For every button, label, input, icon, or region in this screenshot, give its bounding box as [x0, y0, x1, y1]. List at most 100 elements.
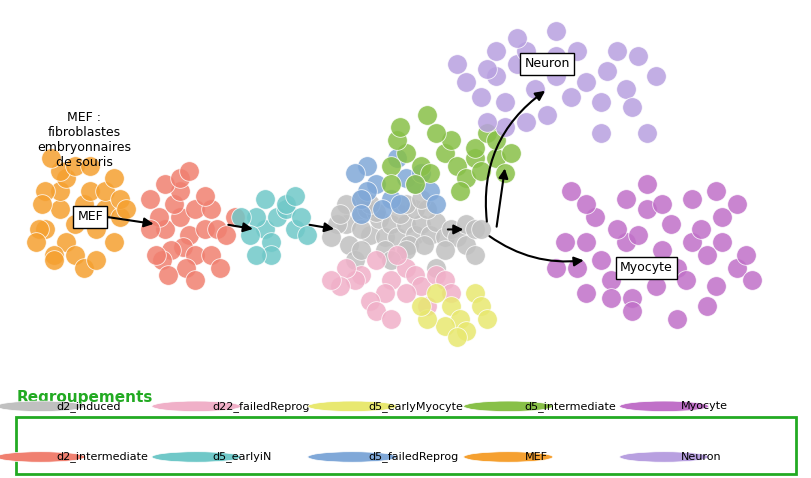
Point: [182, 231, 195, 239]
Point: [399, 220, 412, 228]
Point: [78, 264, 91, 272]
Point: [114, 213, 127, 220]
Point: [288, 193, 301, 200]
Point: [360, 187, 373, 195]
Point: [549, 27, 562, 34]
Point: [249, 251, 262, 259]
Point: [369, 208, 382, 216]
Text: d5_earlyiN: d5_earlyiN: [212, 452, 272, 462]
Point: [504, 149, 517, 157]
Text: Myocyte: Myocyte: [620, 261, 672, 274]
Circle shape: [307, 452, 397, 462]
Point: [444, 289, 457, 297]
Point: [144, 195, 157, 203]
Point: [369, 307, 382, 315]
Point: [450, 233, 463, 241]
Point: [663, 220, 676, 228]
Point: [603, 294, 616, 302]
Point: [219, 231, 232, 239]
Point: [429, 289, 442, 297]
Point: [249, 213, 262, 220]
Point: [414, 302, 427, 310]
Point: [429, 129, 442, 136]
Point: [159, 226, 172, 233]
Point: [453, 315, 466, 323]
Point: [333, 282, 346, 289]
Point: [242, 231, 255, 239]
Point: [84, 162, 97, 170]
Point: [168, 200, 181, 208]
Point: [474, 93, 487, 101]
Point: [480, 65, 493, 73]
Point: [339, 264, 352, 272]
Point: [549, 264, 562, 272]
Point: [414, 195, 427, 203]
Point: [624, 103, 637, 111]
Point: [324, 277, 337, 284]
Point: [618, 86, 631, 93]
Point: [228, 213, 241, 220]
Point: [114, 195, 127, 203]
Point: [564, 187, 577, 195]
Point: [459, 241, 472, 249]
Point: [729, 200, 742, 208]
Circle shape: [463, 452, 552, 462]
Point: [369, 180, 382, 187]
Circle shape: [619, 452, 708, 462]
Point: [429, 218, 442, 226]
Point: [399, 264, 412, 272]
Point: [564, 93, 577, 101]
Point: [468, 289, 481, 297]
Point: [279, 200, 292, 208]
Point: [354, 210, 367, 218]
Point: [36, 200, 49, 208]
Point: [519, 47, 532, 55]
Point: [669, 315, 682, 323]
Circle shape: [0, 452, 85, 462]
Point: [438, 323, 451, 330]
Point: [378, 233, 391, 241]
Point: [384, 180, 397, 187]
Text: d5_intermediate: d5_intermediate: [524, 401, 616, 412]
Point: [59, 239, 72, 246]
Point: [156, 256, 169, 264]
Point: [399, 174, 412, 182]
Point: [300, 231, 313, 239]
Point: [570, 47, 583, 55]
Point: [210, 226, 223, 233]
Point: [45, 154, 58, 162]
Text: MEF: MEF: [524, 452, 547, 462]
Point: [264, 239, 277, 246]
Point: [408, 231, 421, 239]
Point: [498, 98, 511, 106]
Point: [438, 149, 451, 157]
Point: [399, 289, 412, 297]
Point: [180, 264, 193, 272]
Point: [234, 213, 247, 220]
Point: [198, 193, 211, 200]
Point: [438, 277, 451, 284]
Point: [99, 187, 112, 195]
Point: [417, 241, 430, 249]
Point: [579, 289, 592, 297]
Point: [378, 289, 391, 297]
Point: [384, 220, 397, 228]
Point: [480, 315, 493, 323]
Point: [693, 226, 706, 233]
Point: [474, 226, 487, 233]
Point: [258, 226, 271, 233]
Point: [489, 154, 502, 162]
Text: d2_induced: d2_induced: [57, 401, 121, 412]
Point: [639, 129, 652, 136]
Point: [330, 220, 343, 228]
Point: [159, 180, 172, 187]
Point: [258, 195, 271, 203]
Point: [390, 136, 403, 144]
Point: [739, 251, 752, 259]
Point: [744, 277, 757, 284]
Point: [48, 251, 61, 259]
Point: [459, 78, 472, 86]
Point: [54, 167, 67, 174]
Point: [390, 233, 403, 241]
Point: [182, 167, 195, 174]
